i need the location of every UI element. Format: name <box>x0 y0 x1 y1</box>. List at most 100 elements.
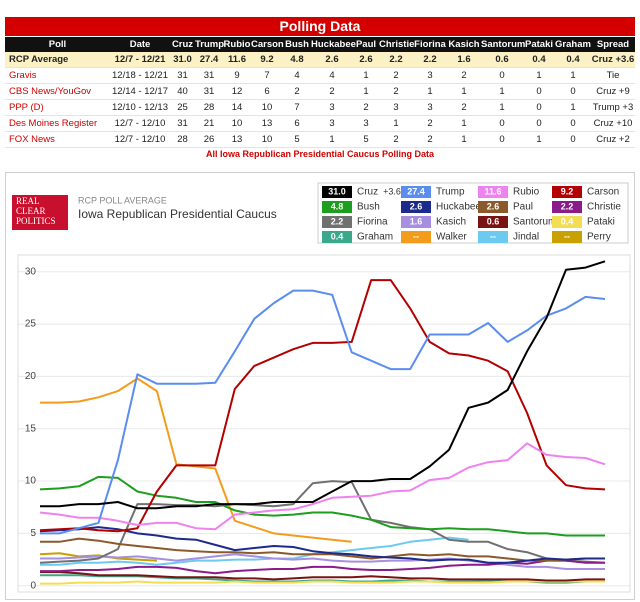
value-cell: 1 <box>523 67 555 84</box>
poll-cell: PPP (D) <box>5 99 110 116</box>
value-cell: 2 <box>379 83 413 100</box>
value-cell: 31 <box>195 83 223 100</box>
legend-swatch <box>478 201 508 213</box>
value-cell: 0 <box>481 67 523 84</box>
legend-name: Huckabee <box>436 202 481 213</box>
value-cell: 2 <box>447 99 481 116</box>
value-cell: Cruz +2 <box>591 131 635 148</box>
legend-value: 2.2 <box>331 216 344 226</box>
column-header: Bush <box>283 37 311 52</box>
poll-row: CBS News/YouGov 12/14 - 12/17 40 31 12 6 2 2 1 2 1… <box>5 83 635 100</box>
legend-swatch <box>322 231 352 243</box>
value-cell: 28 <box>170 131 195 148</box>
value-cell: 0.6 <box>481 52 523 68</box>
value-cell: 4.8 <box>283 52 311 68</box>
legend-swatch <box>401 186 431 198</box>
value-cell: 3 <box>413 99 447 116</box>
series-line <box>40 571 605 582</box>
value-cell: 21 <box>195 115 223 132</box>
legend-value: 0.6 <box>487 216 500 226</box>
legend-swatch <box>401 201 431 213</box>
legend-value: 2.6 <box>410 201 423 211</box>
legend-value: 1.6 <box>410 216 423 226</box>
legend-swatch <box>401 231 431 243</box>
value-cell: 2 <box>413 131 447 148</box>
value-cell: 1 <box>353 83 379 100</box>
value-cell: 31 <box>170 115 195 132</box>
poll-cell: Gravis <box>5 67 110 84</box>
logo-text: POLITICS <box>16 216 56 226</box>
legend-name: Bush <box>357 202 380 213</box>
legend-note: +3.6 <box>383 186 401 196</box>
value-cell: 1 <box>555 67 591 84</box>
logo-box <box>12 195 68 230</box>
poll-link[interactable]: Des Moines Register <box>9 118 98 129</box>
series-line <box>39 552 157 562</box>
table-title: Polling Data <box>5 17 635 36</box>
value-cell: 2 <box>311 83 353 100</box>
footer-link[interactable]: All Iowa Republican Presidential Caucus … <box>205 149 435 159</box>
value-cell: 25 <box>170 99 195 116</box>
legend-name: Carson <box>587 187 619 198</box>
chart-subtitle: RCP POLL AVERAGE <box>78 195 167 205</box>
series-line <box>40 580 605 585</box>
y-tick-label: 5 <box>30 528 36 539</box>
legend-swatch <box>478 186 508 198</box>
poll-link[interactable]: CBS News/YouGov <box>9 86 92 97</box>
value-cell: 7 <box>283 99 311 116</box>
value-cell: Trump +3 <box>591 99 635 116</box>
column-header: Christie <box>379 37 415 52</box>
poll-row: Gravis 12/18 - 12/21 31 31 9 7 4 4 1 2 3 2 0 1 1 Tie <box>5 67 635 84</box>
column-header: Trump <box>195 37 225 52</box>
poll-row: Des Moines Register 12/7 - 12/10 31 21 10 13 6… <box>5 115 635 132</box>
poll-link[interactable]: Gravis <box>9 70 37 81</box>
legend-value: 2.6 <box>487 201 500 211</box>
legend-name: Rubio <box>513 187 540 198</box>
legend-name: Santorum <box>513 217 556 228</box>
value-cell: 0 <box>555 131 591 148</box>
value-cell: 2.6 <box>353 52 379 68</box>
column-header: Carson <box>251 37 284 52</box>
value-cell: Tie <box>591 67 635 84</box>
legend-value: -- <box>413 231 419 241</box>
poll-link[interactable]: PPP (D) <box>9 102 44 113</box>
value-cell: 2 <box>413 115 447 132</box>
legend-name: Paul <box>513 202 533 213</box>
value-cell: 0.4 <box>555 52 591 68</box>
series-line <box>39 526 605 564</box>
value-cell: 13 <box>223 131 251 148</box>
legend-value: 9.2 <box>561 186 574 196</box>
legend-name: Trump <box>436 187 465 198</box>
y-tick-label: 10 <box>25 476 37 487</box>
poll-cell: CBS News/YouGov <box>5 83 110 100</box>
y-tick-label: 25 <box>25 319 37 330</box>
legend-name: Jindal <box>513 232 539 243</box>
value-cell: 4 <box>311 67 353 84</box>
value-cell: 12/7 - 12/21 <box>110 52 170 68</box>
value-cell: 3 <box>311 99 353 116</box>
value-cell: 6 <box>251 83 283 100</box>
value-cell: 1 <box>311 131 353 148</box>
value-cell: 0 <box>523 115 555 132</box>
value-cell: 5 <box>283 131 311 148</box>
legend-value: 4.8 <box>331 201 344 211</box>
value-cell: 3 <box>311 115 353 132</box>
value-cell: 1 <box>447 115 481 132</box>
poll-row: FOX News 12/7 - 12/10 28 26 13 10 5 1 5 2 2 1 0 1 0 Cru… <box>5 131 635 148</box>
value-cell: 3 <box>353 115 379 132</box>
legend-swatch <box>552 201 582 213</box>
poll-link[interactable]: FOX News <box>9 134 55 145</box>
poll-cell: RCP Average <box>5 52 110 68</box>
legend-value: -- <box>564 231 570 241</box>
series-line <box>40 536 469 566</box>
legend-name: Christie <box>587 202 621 213</box>
series-line <box>39 480 606 564</box>
value-cell: Cruz +9 <box>591 83 635 100</box>
column-header: Paul <box>353 37 379 52</box>
value-cell: 2.6 <box>311 52 353 68</box>
value-cell: 28 <box>195 99 223 116</box>
y-tick-label: 20 <box>25 371 37 382</box>
legend-swatch <box>322 201 352 213</box>
value-cell: 1 <box>413 83 447 100</box>
column-header: Kasich <box>447 37 481 52</box>
